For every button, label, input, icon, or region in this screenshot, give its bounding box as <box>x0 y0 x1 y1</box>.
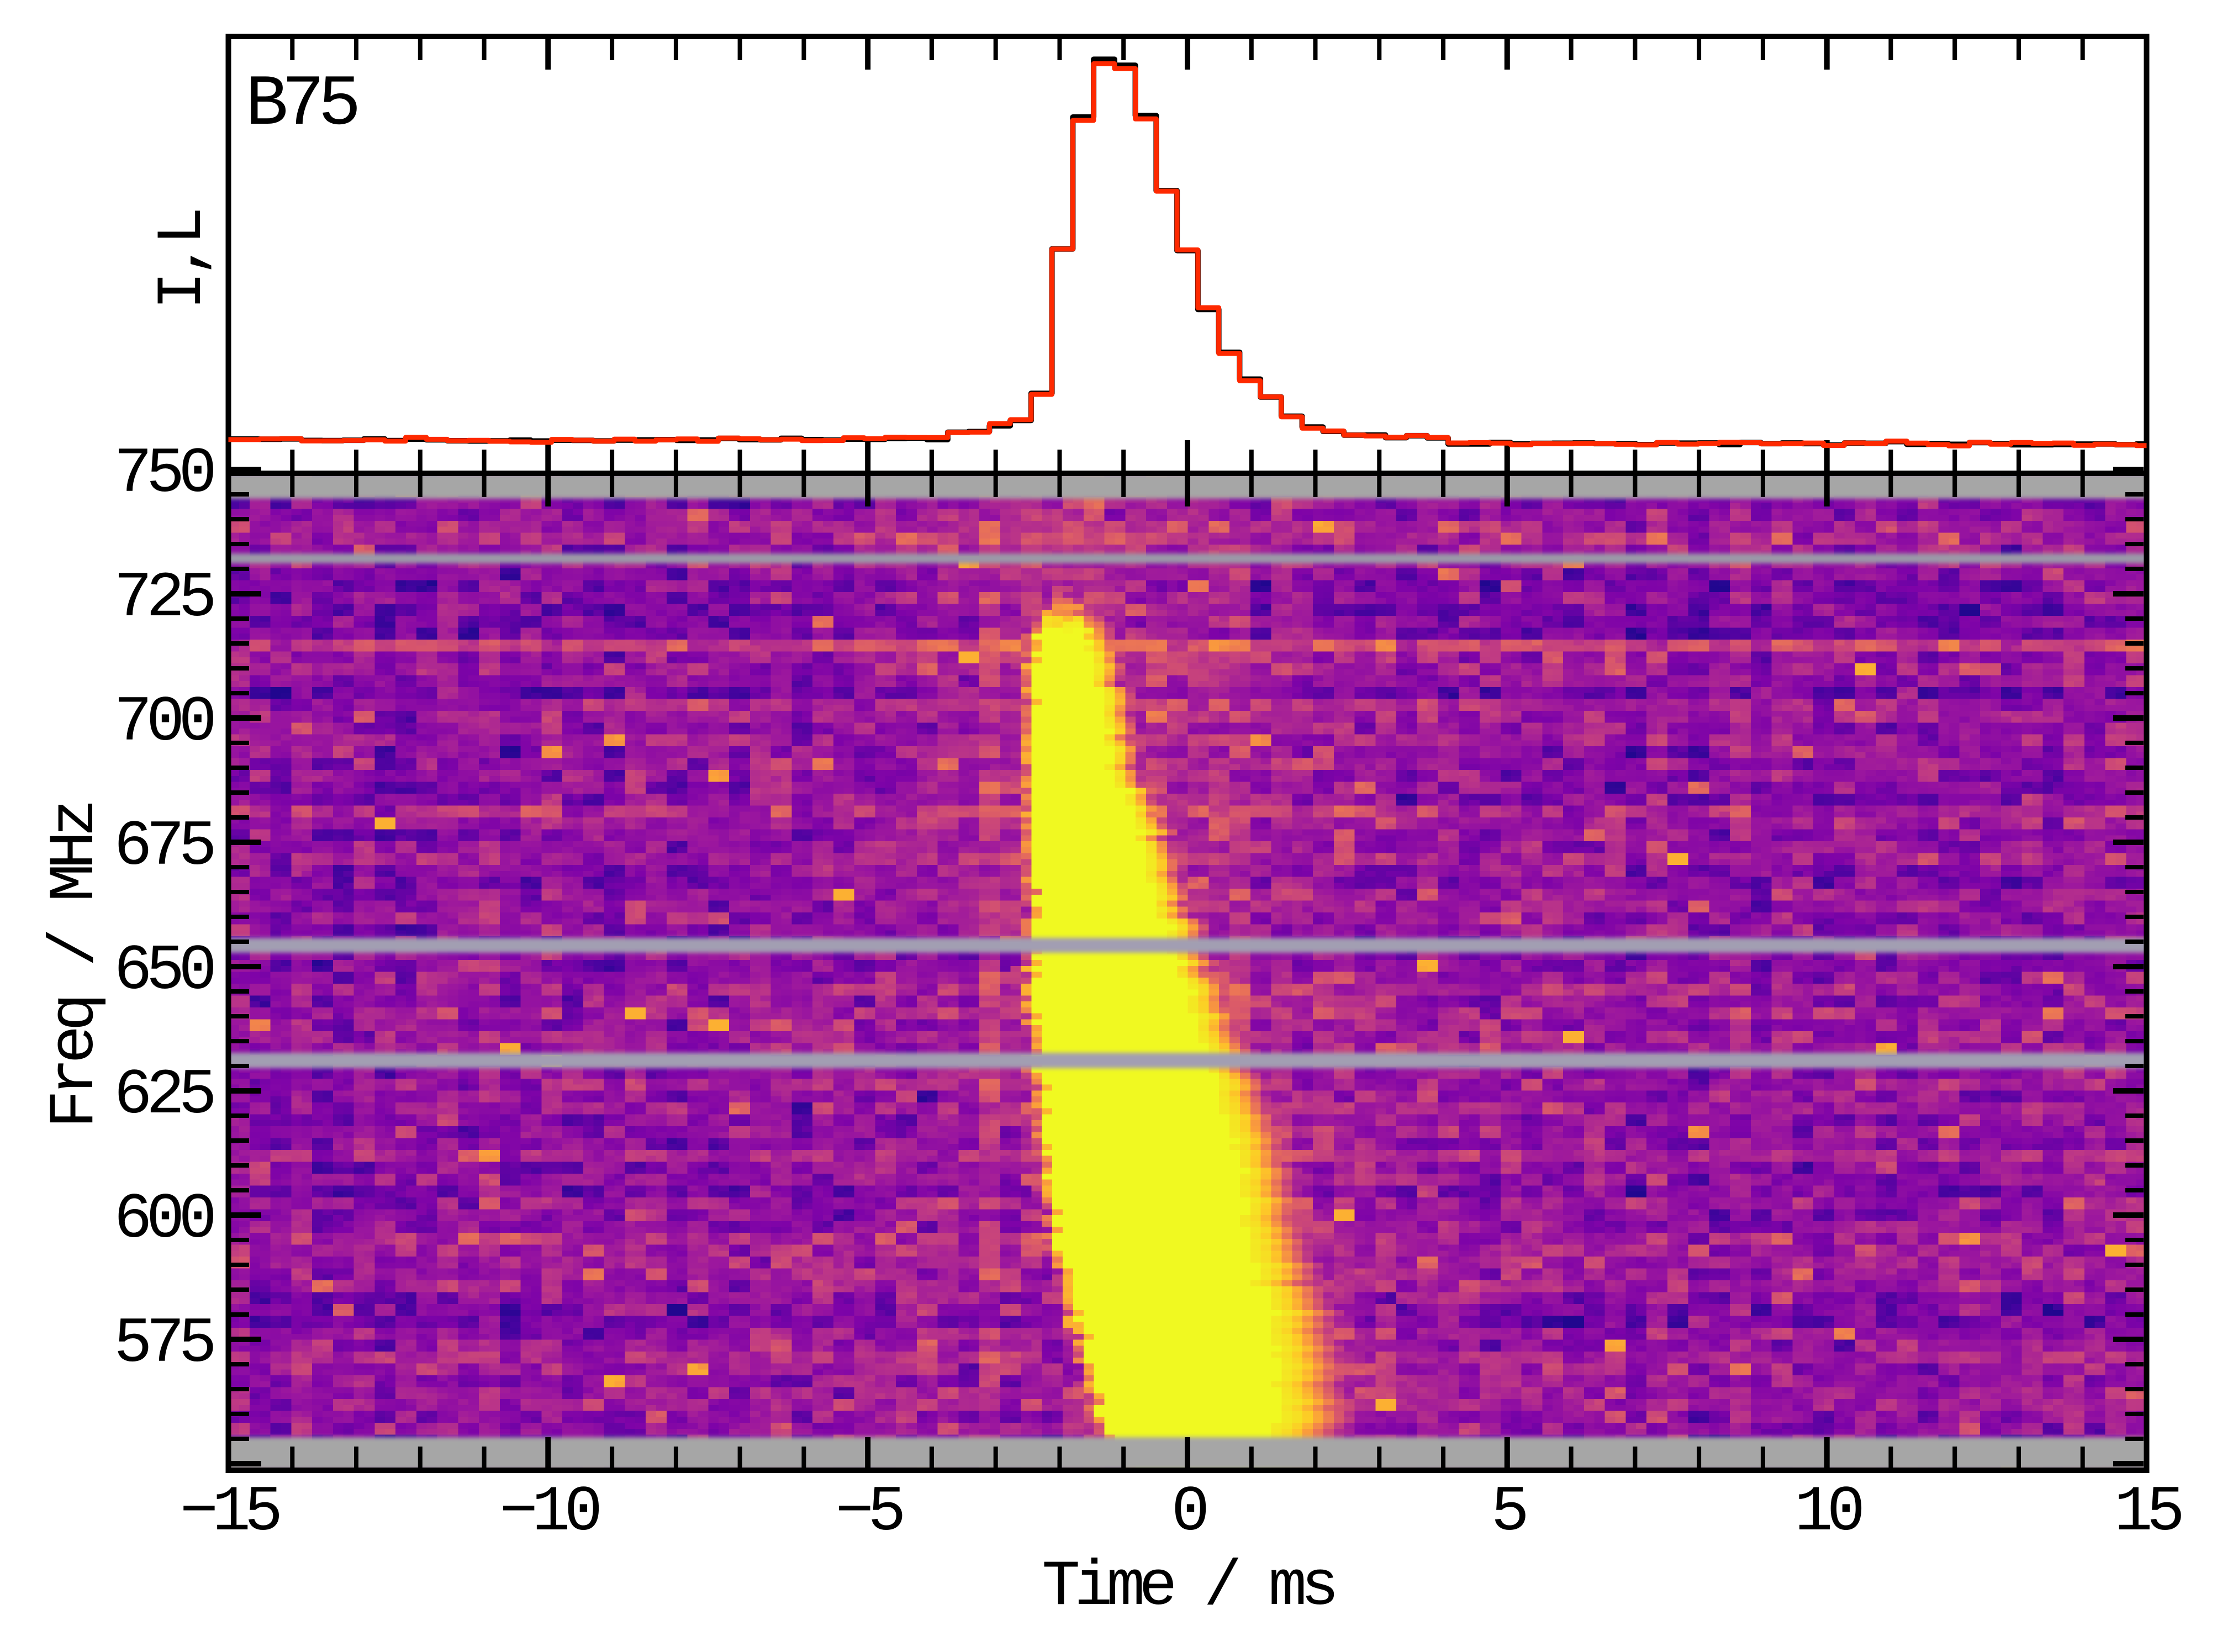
svg-text:5: 5 <box>1491 1476 1526 1549</box>
svg-text:750: 750 <box>114 437 213 510</box>
svg-text:−10: −10 <box>499 1476 599 1549</box>
svg-text:0: 0 <box>1171 1476 1206 1549</box>
svg-text:−15: −15 <box>180 1476 279 1549</box>
svg-text:650: 650 <box>114 935 213 1007</box>
svg-text:Freq / MHz: Freq / MHz <box>39 804 112 1129</box>
svg-text:600: 600 <box>114 1183 213 1256</box>
svg-text:700: 700 <box>114 686 213 759</box>
svg-text:10: 10 <box>1794 1476 1862 1549</box>
svg-text:15: 15 <box>2114 1476 2182 1549</box>
svg-text:675: 675 <box>114 810 213 883</box>
svg-text:B75: B75 <box>245 65 357 146</box>
svg-text:Time / ms: Time / ms <box>1042 1550 1334 1623</box>
svg-text:575: 575 <box>114 1307 213 1380</box>
svg-text:I,L: I,L <box>146 210 219 310</box>
svg-text:725: 725 <box>114 562 213 635</box>
svg-text:−5: −5 <box>836 1476 903 1549</box>
svg-text:625: 625 <box>114 1059 213 1132</box>
